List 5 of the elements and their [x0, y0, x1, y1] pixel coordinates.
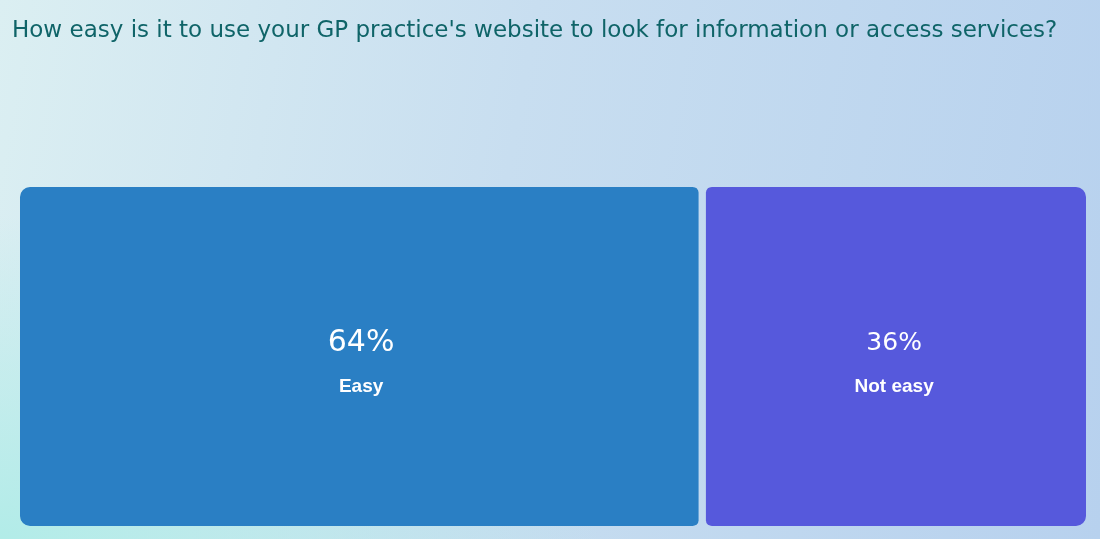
category-label: Not easy — [854, 374, 935, 396]
text: How easy is it to use your GP practice's website to look for information or access services? — [12, 15, 1058, 42]
data-label: 64% — [327, 323, 395, 359]
data-label: 36% — [866, 327, 922, 356]
category-label: Easy — [338, 374, 384, 396]
